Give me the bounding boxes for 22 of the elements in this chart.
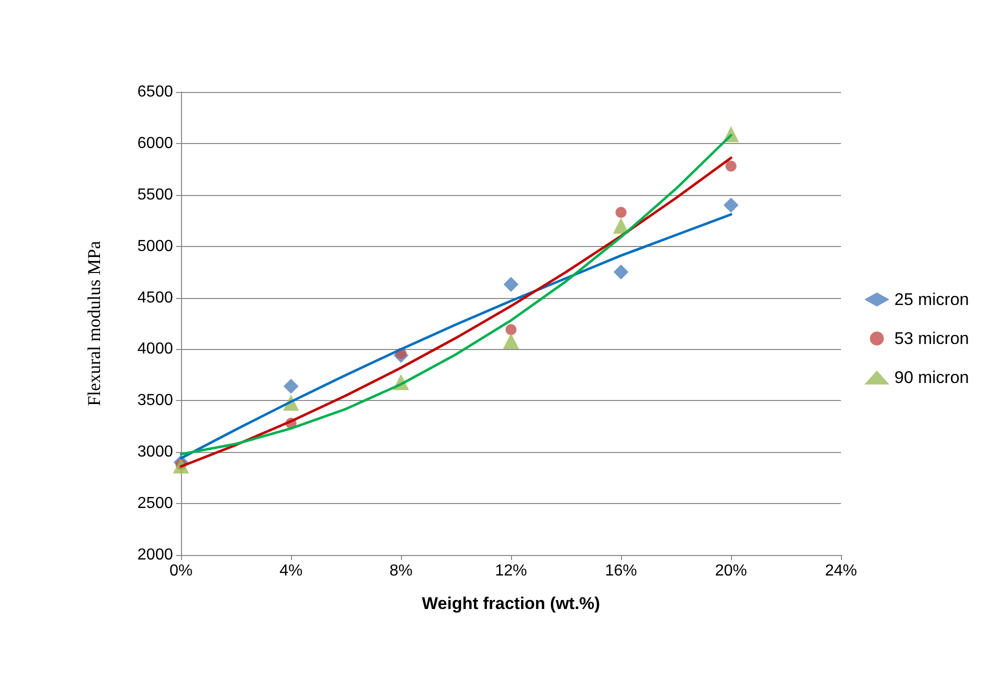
y-tick-label: 6500 [137,84,174,100]
y-tick-label: 3000 [137,444,174,461]
y-tick-label: 2000 [137,546,174,564]
y-tick-label: 4000 [137,340,174,358]
x-axis-title: Weight fraction (wt.%) [422,594,600,613]
x-tick-label: 12% [494,562,528,580]
y-tick-label: 3500 [137,392,174,410]
x-tick-label: 8% [389,562,413,580]
x-tick-label: 16% [604,562,638,580]
y-axis-title: Flexural modulus MPa [84,240,104,406]
y-tick-label: 6000 [137,134,174,152]
x-tick-label: 24% [824,562,858,580]
legend-label: 53 micron [894,329,969,348]
x-tick-label: 0% [169,562,193,580]
y-tick-label: 4500 [137,289,174,306]
x-tick-label: 4% [279,562,303,580]
x-tick-label: 20% [714,562,748,580]
legend-label: 25 micron [894,290,969,309]
y-tick-label: 2500 [137,495,174,512]
y-tick-label: 5500 [137,186,174,204]
legend-label: 90 micron [894,368,969,387]
y-tick-label: 5000 [137,238,174,255]
